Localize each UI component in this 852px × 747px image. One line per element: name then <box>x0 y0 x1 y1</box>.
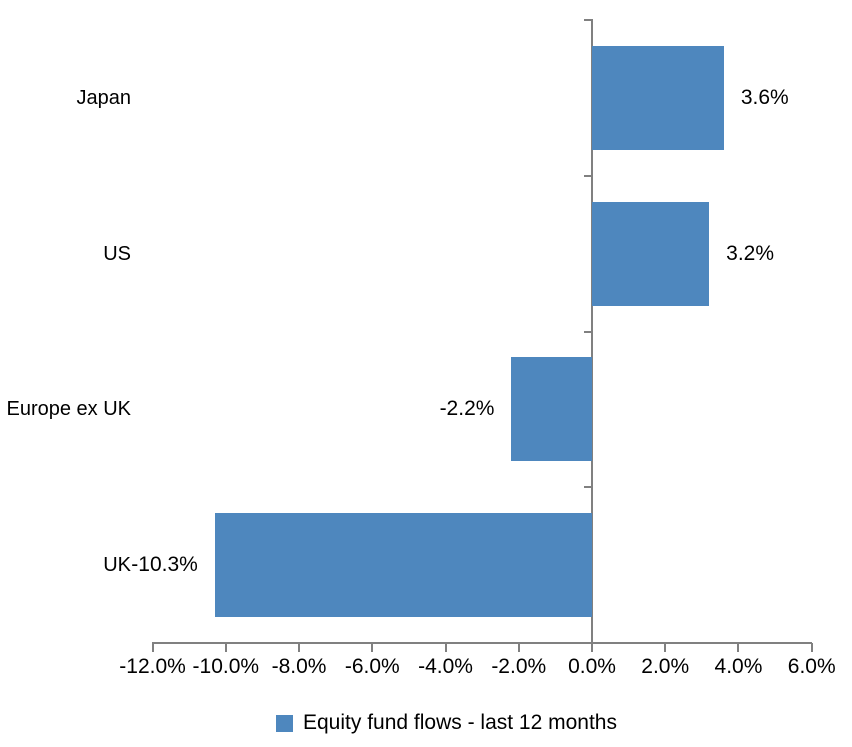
value-label: -2.2% <box>439 397 495 421</box>
bar <box>511 357 592 462</box>
x-axis-tick <box>151 643 154 652</box>
category-label: UK <box>103 554 131 577</box>
x-axis-tick <box>517 643 520 652</box>
x-axis-tick <box>444 643 447 652</box>
x-tick-label: -6.0% <box>344 655 400 678</box>
x-tick-label: 6.0% <box>787 655 836 678</box>
y-axis-line <box>591 20 593 649</box>
x-axis-line <box>152 642 812 644</box>
bar <box>214 513 592 618</box>
legend: Equity fund flows - last 12 months <box>276 709 617 737</box>
y-axis-tick <box>584 19 593 21</box>
x-tick-label: -4.0% <box>418 655 473 678</box>
x-axis-tick <box>224 643 227 652</box>
x-axis-tick <box>810 643 813 652</box>
x-axis-tick <box>591 643 593 652</box>
legend-label: Equity fund flows - last 12 months <box>303 711 617 734</box>
y-axis-tick <box>584 174 593 177</box>
value-label: 3.6% <box>740 85 789 109</box>
x-tick-label: -10.0% <box>192 655 260 678</box>
category-label: US <box>103 242 131 265</box>
legend-marker-icon <box>276 714 293 732</box>
x-axis-tick <box>371 643 374 652</box>
bar <box>592 201 710 306</box>
value-label: 3.2% <box>726 241 775 265</box>
y-axis-tick <box>584 330 593 333</box>
x-tick-label: 4.0% <box>714 655 763 678</box>
category-label: Japan <box>76 86 132 109</box>
x-tick-label: 0.0% <box>568 655 616 678</box>
x-axis-tick <box>664 643 667 652</box>
y-axis-tick <box>584 486 593 489</box>
x-tick-label: 2.0% <box>641 655 690 678</box>
bar <box>592 45 724 150</box>
x-tick-label: -2.0% <box>491 655 547 678</box>
x-tick-label: -8.0% <box>271 655 327 678</box>
x-axis-tick <box>737 643 740 652</box>
value-label: -10.3% <box>131 553 198 577</box>
x-tick-label: -12.0% <box>119 655 186 678</box>
x-axis-tick <box>298 643 301 652</box>
category-label: Europe ex UK <box>6 398 131 421</box>
